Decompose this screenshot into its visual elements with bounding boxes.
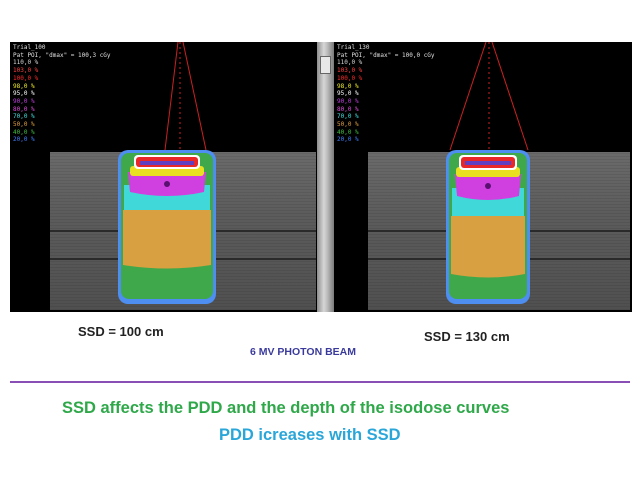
legend-item: 50,0 %: [337, 121, 359, 129]
legend-item: 103,0 %: [337, 67, 363, 75]
legend-item: 98,0 %: [337, 82, 359, 90]
legend-item: 40,0 %: [13, 128, 35, 136]
trial-name: Trial_130: [337, 44, 370, 51]
isodose-legend: Trial_100 Pat POI, "dmax" = 100,3 cGy 11…: [13, 44, 111, 144]
legend-item: 20,0 %: [337, 136, 359, 144]
beam-boundary-lines: [449, 42, 529, 151]
legend-item: 80,0 %: [13, 105, 35, 113]
legend-item: 98,0 %: [13, 82, 35, 90]
legend-item: 103,0 %: [13, 67, 39, 75]
legend-item: 70,0 %: [337, 113, 359, 121]
legend-item: 95,0 %: [337, 90, 359, 98]
legend-item: 40,0 %: [337, 128, 359, 136]
isodose-map: [446, 150, 530, 304]
divider-rule: [10, 381, 630, 383]
panel-scrollbar[interactable]: [317, 42, 334, 312]
isodose-map: [118, 150, 216, 304]
legend-item: 95,0 %: [13, 90, 35, 98]
ssd-caption-right: SSD = 130 cm: [424, 329, 510, 344]
legend-item: 110,0 %: [337, 59, 363, 67]
summary-line-1: SSD affects the PDD and the depth of the…: [62, 399, 510, 417]
legend-item: 50,0 %: [13, 121, 35, 129]
summary-line-2: PDD icreases with SSD: [219, 426, 401, 444]
beam-label: 6 MV PHOTON BEAM: [250, 346, 356, 358]
legend-item: 110,0 %: [13, 59, 39, 67]
trial-name: Trial_100: [13, 44, 46, 51]
beam-boundary-lines: [164, 42, 207, 151]
scrollbar-thumb[interactable]: [320, 56, 331, 74]
poi-label: Pat POI, "dmax" = 100,3 cGy: [13, 51, 111, 59]
ssd-caption-left: SSD = 100 cm: [78, 324, 164, 339]
dose-view-right: Trial_130 Pat POI, "dmax" = 100,0 cGy 11…: [334, 42, 632, 312]
legend-item: 100,0 %: [337, 74, 363, 82]
legend-item: 90,0 %: [13, 97, 35, 105]
legend-item: 70,0 %: [13, 113, 35, 121]
legend-item: 80,0 %: [337, 105, 359, 113]
dose-view-left: Trial_100 Pat POI, "dmax" = 100,3 cGy 11…: [10, 42, 317, 312]
legend-item: 100,0 %: [13, 74, 39, 82]
poi-label: Pat POI, "dmax" = 100,0 cGy: [337, 51, 435, 59]
legend-item: 90,0 %: [337, 97, 359, 105]
legend-item: 20,0 %: [13, 136, 35, 144]
isodose-legend: Trial_130 Pat POI, "dmax" = 100,0 cGy 11…: [337, 44, 435, 144]
